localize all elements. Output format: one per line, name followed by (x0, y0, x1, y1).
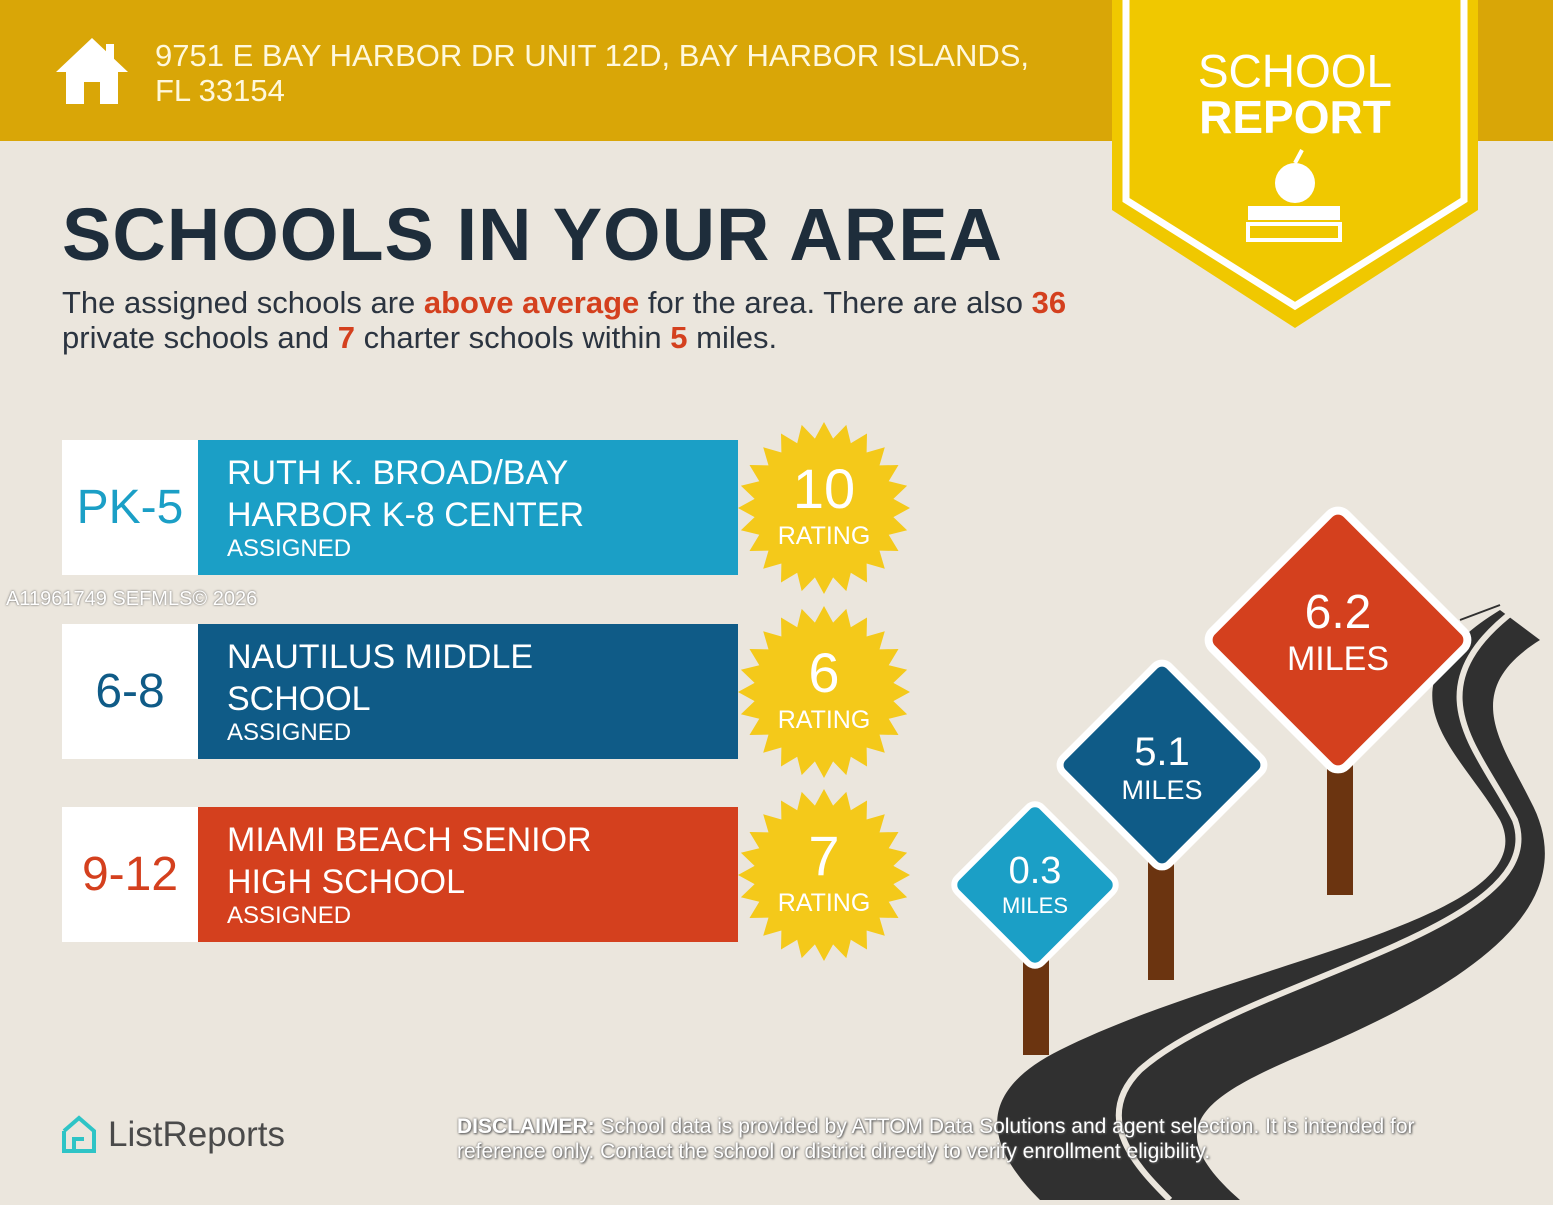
starburst-icon (738, 606, 910, 778)
rating-value: 6 (808, 641, 840, 704)
assignment-status: ASSIGNED (227, 902, 352, 929)
grade-range: 6-8 (62, 624, 198, 759)
school-row: 9-12 MIAMI BEACH SENIOR HIGH SCHOOL ASSI… (62, 789, 910, 961)
school-row: 6-8 NAUTILUS MIDDLE SCHOOL ASSIGNED 6 RA… (62, 606, 910, 778)
starburst-icon (738, 422, 910, 594)
house-icon (56, 38, 128, 104)
school-info: RUTH K. BROAD/BAY HARBOR K-8 CENTER ASSI… (198, 440, 738, 575)
listreports-logo-icon (62, 1115, 96, 1153)
rating-label: RATING (777, 706, 871, 734)
school-info: NAUTILUS MIDDLE SCHOOL ASSIGNED (198, 624, 738, 759)
school-info: MIAMI BEACH SENIOR HIGH SCHOOL ASSIGNED (198, 807, 738, 942)
page-title: SCHOOLS IN YOUR AREA (62, 193, 1003, 276)
distance-sign-0 (951, 801, 1119, 969)
grade-range: PK-5 (62, 440, 198, 575)
rating-starburst: 10 RATING (738, 422, 910, 594)
distance-0: 0.3 MILES (1001, 850, 1069, 918)
rating-value: 10 (792, 457, 856, 520)
school-name: RUTH K. BROAD/BAY HARBOR K-8 CENTER (227, 454, 585, 534)
disclaimer: DISCLAIMER: School data is provided by A… (457, 1115, 1415, 1163)
property-address: 9751 E BAY HARBOR DR UNIT 12D, BAY HARBO… (155, 38, 1030, 108)
school-row: PK-5 RUTH K. BROAD/BAY HARBOR K-8 CENTER… (62, 422, 910, 594)
distance-2: 6.2 MILES (1286, 586, 1390, 678)
grade-range: 9-12 (62, 807, 198, 942)
school-name: NAUTILUS MIDDLE SCHOOL (227, 638, 534, 718)
rating-label: RATING (777, 889, 871, 917)
distance-sign-1 (1056, 659, 1268, 871)
road-signs-illustration: 0.3 MILES 5.1 MILES 6.2 MILES (940, 490, 1553, 1205)
summary-text: The assigned schools are above average f… (62, 285, 1067, 355)
assignment-status: ASSIGNED (227, 719, 352, 746)
listreports-logo: ListReports (60, 1115, 285, 1155)
badge-label: SCHOOL REPORT (1197, 45, 1393, 143)
rating-value: 7 (808, 824, 840, 887)
school-name: MIAMI BEACH SENIOR HIGH SCHOOL (227, 821, 592, 901)
rating-starburst: 7 RATING (738, 789, 910, 961)
apple-on-books-icon (1246, 149, 1342, 242)
school-report-badge (1112, 0, 1478, 328)
rating-starburst: 6 RATING (738, 606, 910, 778)
starburst-icon (738, 789, 910, 961)
distance-sign-2 (1204, 506, 1472, 774)
assignment-status: ASSIGNED (227, 535, 352, 562)
road-illustration (951, 506, 1545, 1203)
watermark: A11961749 SEFMLS© 2026 (6, 588, 258, 610)
rating-label: RATING (777, 522, 871, 550)
distance-1: 5.1 MILES (1121, 730, 1203, 805)
